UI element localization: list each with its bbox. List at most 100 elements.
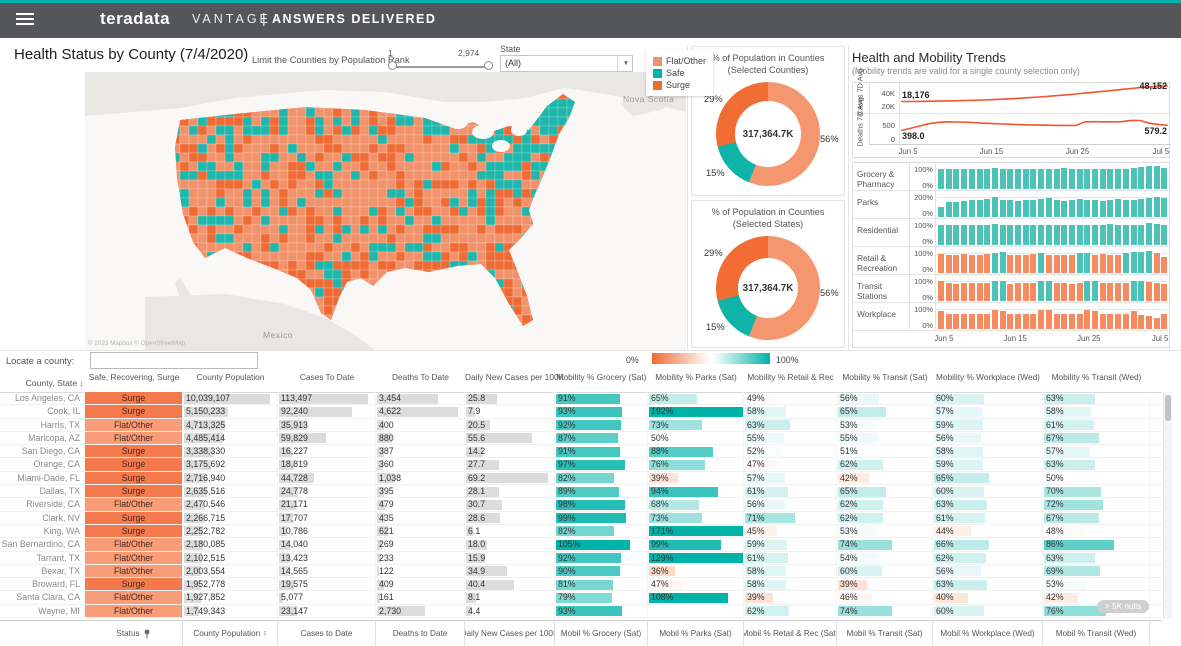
table-row[interactable]: Clark, NV Surge 2,266,715 17,707 435 28.6 99% 7… [0,511,1162,525]
bar[interactable] [1068,169,1075,189]
bar[interactable] [1015,283,1021,301]
population-rank-slider[interactable] [392,66,490,68]
legend-item-flat-other[interactable]: Flat/Other [653,56,706,66]
bar[interactable] [1099,254,1106,273]
bar[interactable] [1122,283,1129,301]
table-row[interactable]: Cook, IL Surge 5,150,233 92,240 4,622 7.9 93% 1… [0,405,1162,419]
bar[interactable] [1138,225,1145,245]
bar[interactable] [1015,200,1021,217]
bar[interactable] [1068,255,1075,273]
bar[interactable] [1145,223,1152,245]
bar[interactable] [1022,225,1029,245]
footer-tab-mobil-workplace-wed-[interactable]: Mobil % Workplace (Wed) [933,621,1043,646]
bar[interactable] [1115,169,1122,189]
bar[interactable] [1022,254,1029,273]
bar[interactable] [999,199,1006,217]
bar[interactable] [1092,225,1098,245]
bar[interactable] [1030,254,1037,273]
bar[interactable] [1015,254,1021,273]
bar[interactable] [1068,314,1075,329]
table-row[interactable]: Broward, FL Surge 1,952,778 19,575 409 40.4 81… [0,578,1162,592]
bar[interactable] [1107,255,1114,273]
table-scrollbar-thumb[interactable] [1164,395,1171,421]
bar[interactable] [984,169,991,189]
bar[interactable] [1153,197,1160,217]
footer-tab-mobil-retail-rec-sat-[interactable]: Mobil % Retail & Rec (Sat) [744,621,837,646]
bar[interactable] [945,283,952,301]
table-row[interactable]: Orange, CA Surge 3,175,692 18,819 360 27.7 97%… [0,458,1162,472]
bar[interactable] [1053,225,1060,245]
bar[interactable] [976,225,983,245]
bar[interactable] [976,168,983,189]
table-row[interactable]: Bexar, TX Flat/Other 2,003,554 14,565 122 34.… [0,564,1162,579]
bar[interactable] [991,280,998,301]
bar[interactable] [938,281,944,301]
table-row[interactable]: Dallas, TX Surge 2,635,516 24,778 395 28.1 89%… [0,485,1162,499]
state-filter-dropdown[interactable] [500,55,633,72]
bar[interactable] [1153,318,1160,329]
bar[interactable] [1122,253,1129,273]
bar[interactable] [1061,200,1068,217]
bar[interactable] [1061,313,1068,329]
bar[interactable] [1015,224,1021,245]
bar[interactable] [1099,201,1106,217]
bar[interactable] [1045,169,1052,189]
bar[interactable] [976,199,983,217]
footer-tab-county-population[interactable]: County Population ↕ [183,621,278,646]
bar[interactable] [1076,169,1083,189]
column-header-mobility-grocery-sat-[interactable]: Mobility % Grocery (Sat) [556,372,647,382]
bar[interactable] [1022,314,1029,329]
bar[interactable] [1107,314,1114,329]
bar[interactable] [968,314,975,329]
bar[interactable] [953,201,960,217]
bar[interactable] [1053,169,1060,189]
bar[interactable] [968,225,975,245]
bar[interactable] [1107,224,1114,245]
bar[interactable] [1045,255,1052,273]
table-row[interactable]: Harris, TX Flat/Other 4,713,325 35,913 400 20… [0,418,1162,432]
bar[interactable] [1130,224,1137,245]
bar[interactable] [1007,200,1014,217]
bar[interactable] [961,224,968,245]
bar[interactable] [1115,254,1122,273]
bar[interactable] [976,313,983,329]
bar[interactable] [1030,314,1037,329]
bar[interactable] [1138,166,1145,189]
bar[interactable] [938,206,944,217]
bar[interactable] [1053,314,1060,329]
bar[interactable] [1092,254,1098,273]
bar[interactable] [991,224,998,245]
bar[interactable] [1122,225,1129,245]
bar[interactable] [953,314,960,329]
bar[interactable] [1045,198,1052,217]
bar[interactable] [1161,225,1168,245]
legend-item-surge[interactable]: Surge [653,80,706,90]
bar[interactable] [1007,314,1014,329]
bar[interactable] [1099,168,1106,189]
bar[interactable] [984,254,991,273]
bar[interactable] [1045,310,1052,329]
bar[interactable] [945,202,952,217]
bar[interactable] [1038,253,1045,273]
bar[interactable] [1115,225,1122,245]
bar[interactable] [1038,168,1045,189]
table-row[interactable]: San Diego, CA Surge 3,338,330 16,227 387 14.2… [0,445,1162,459]
bar[interactable] [1099,283,1106,301]
bar[interactable] [1099,225,1106,245]
bar[interactable] [1138,198,1145,217]
bar[interactable] [961,283,968,301]
footer-tab-daily-new-cases-per-100k[interactable]: Daily New Cases per 100K [465,621,555,646]
bar[interactable] [968,200,975,217]
bar[interactable] [1068,225,1075,245]
bar[interactable] [1015,313,1021,329]
slider-handle-right[interactable] [484,61,493,70]
bar[interactable] [1092,310,1098,329]
bar[interactable] [1130,168,1137,189]
bar[interactable] [1107,283,1114,301]
bar[interactable] [1153,282,1160,301]
bar[interactable] [1061,168,1068,189]
bar[interactable] [976,282,983,301]
footer-tab-mobil-parks-sat-[interactable]: Mobil % Parks (Sat) [648,621,744,646]
bar[interactable] [961,254,968,273]
bar[interactable] [945,225,952,245]
